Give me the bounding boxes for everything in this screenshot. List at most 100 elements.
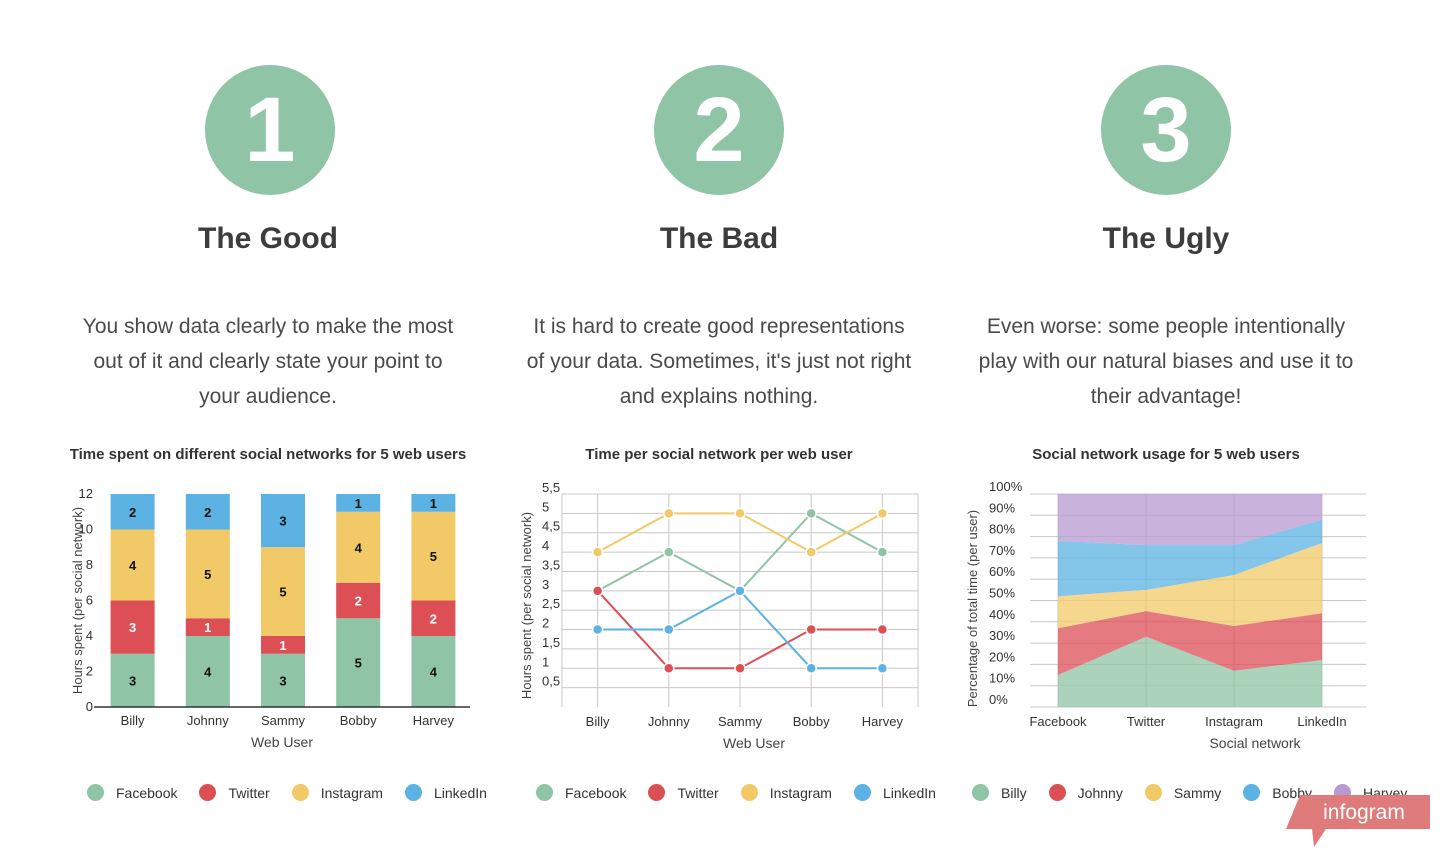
- bar-segment: [411, 511, 456, 601]
- y-tick-label: 80%: [989, 522, 1015, 537]
- infogram-logo[interactable]: infogram: [1286, 795, 1430, 848]
- bar-data-label: 3: [279, 673, 286, 688]
- bar-segment: [110, 494, 155, 530]
- legend-swatch: [291, 784, 309, 801]
- y-axis-title: Hours spent (per social network): [519, 512, 534, 699]
- y-tick-label: 4: [86, 628, 93, 643]
- bar-segment: [185, 529, 230, 619]
- legend-item[interactable]: Instagram: [291, 784, 383, 801]
- x-tick-label: Harvey: [862, 714, 904, 729]
- x-tick-label: Bobby: [340, 713, 377, 728]
- area-series: [1058, 494, 1322, 546]
- y-tick-label: 6: [86, 593, 93, 608]
- chart-title: Time per social network per web user: [585, 446, 853, 463]
- bar-segment: [185, 494, 230, 530]
- chart-legend: Facebook Twitter Instagram LinkedIn: [87, 784, 509, 801]
- y-tick-label: 10: [79, 522, 93, 537]
- y-tick-label: 40%: [989, 607, 1015, 622]
- bar-data-label: 5: [204, 567, 211, 582]
- x-axis-title: Social network: [1209, 735, 1301, 751]
- bar-segment: [110, 600, 155, 654]
- bar-data-label: 4: [129, 558, 137, 573]
- legend-swatch: [1243, 784, 1261, 801]
- number-badge-2: 2: [654, 65, 784, 195]
- legend-item[interactable]: Instagram: [740, 784, 832, 801]
- y-axis-title: Percentage of total time (per user): [965, 510, 980, 707]
- legend-item[interactable]: LinkedIn: [404, 784, 487, 801]
- y-tick-label: 2: [542, 616, 549, 631]
- description-line: play with our natural biases and use it …: [978, 350, 1354, 373]
- legend-label: LinkedIn: [433, 784, 487, 801]
- bar-segment: [411, 636, 456, 707]
- number-badge-3: 3: [1101, 65, 1231, 195]
- y-tick-label: 4,5: [542, 519, 560, 534]
- bar-segment: [110, 529, 155, 601]
- y-tick-label: 2,5: [542, 596, 560, 611]
- legend-label: Facebook: [116, 784, 178, 801]
- description-line: their advantage!: [1090, 385, 1242, 408]
- legend-item[interactable]: LinkedIn: [853, 784, 936, 801]
- x-tick-label: Bobby: [793, 714, 830, 729]
- legend-item[interactable]: Billy: [972, 784, 1027, 801]
- heading-bad: The Bad: [659, 222, 779, 255]
- data-point: [663, 662, 675, 675]
- area-series: [1058, 636, 1322, 707]
- heading-good: The Good: [198, 222, 338, 255]
- y-tick-label: 90%: [989, 500, 1015, 515]
- bar-segment: [336, 618, 381, 707]
- y-tick-label: 12: [79, 486, 93, 501]
- description-line: your audience.: [199, 385, 337, 408]
- bar-segment: [261, 653, 305, 707]
- y-tick-label: 0: [86, 699, 93, 714]
- data-point: [805, 662, 817, 675]
- heading-ugly: The Ugly: [1102, 222, 1230, 255]
- bar-data-label: 4: [204, 665, 212, 680]
- bar-segment: [185, 618, 230, 636]
- logo-text: infogram: [1323, 801, 1405, 824]
- y-tick-label: 30%: [989, 628, 1015, 643]
- y-tick-label: 0,5: [542, 674, 560, 689]
- y-tick-label: 5: [542, 499, 549, 514]
- description-line: and explains nothing.: [619, 385, 819, 408]
- y-tick-label: 60%: [989, 564, 1015, 579]
- data-point: [663, 546, 675, 558]
- legend-swatch: [853, 784, 871, 801]
- description-line: You show data clearly to make the most: [82, 315, 454, 338]
- legend-item[interactable]: Facebook: [536, 784, 626, 801]
- legend-item[interactable]: Facebook: [87, 784, 177, 801]
- x-tick-label: Johnny: [187, 713, 229, 728]
- bar-segment: [336, 582, 381, 619]
- x-tick-label: Harvey: [413, 713, 455, 728]
- bar-data-label: 2: [355, 594, 362, 609]
- y-tick-label: 100%: [989, 479, 1023, 494]
- data-point: [591, 585, 604, 597]
- bar-data-label: 3: [129, 620, 136, 635]
- area-series: [1058, 542, 1322, 629]
- bar-data-label: 1: [355, 496, 362, 511]
- data-point: [734, 662, 746, 675]
- bar-data-label: 2: [129, 505, 136, 520]
- legend-item[interactable]: Twitter: [648, 784, 719, 801]
- y-tick-label: 70%: [989, 543, 1015, 558]
- legend-item[interactable]: Johnny: [1048, 784, 1123, 801]
- y-tick-label: 3: [542, 577, 549, 592]
- y-axis-title: Hours spent (per social network): [70, 507, 85, 694]
- area-series: [1058, 519, 1322, 597]
- legend-label: Twitter: [228, 784, 270, 801]
- legend-swatch: [87, 784, 104, 801]
- y-tick-label: 50%: [989, 586, 1015, 601]
- description-line: Even worse: some people intentionally: [986, 315, 1346, 338]
- x-tick-label: Johnny: [648, 714, 690, 729]
- x-tick-label: LinkedIn: [1297, 714, 1346, 729]
- legend-label: LinkedIn: [882, 784, 936, 801]
- bar-data-label: 1: [279, 638, 286, 653]
- data-point: [734, 507, 746, 520]
- legend-swatch: [536, 784, 553, 801]
- legend-item[interactable]: Twitter: [199, 784, 270, 801]
- x-tick-label: Sammy: [718, 714, 763, 729]
- x-tick-label: Sammy: [261, 713, 306, 728]
- legend-label: Johnny: [1077, 784, 1123, 801]
- legend-item[interactable]: Sammy: [1144, 784, 1221, 801]
- line-chart: 0,5 1 1,5 2 2,5 3 3,5 4 4,5 5 5,5 Billy Johnny Sammy B…: [519, 480, 919, 751]
- data-point: [663, 507, 675, 520]
